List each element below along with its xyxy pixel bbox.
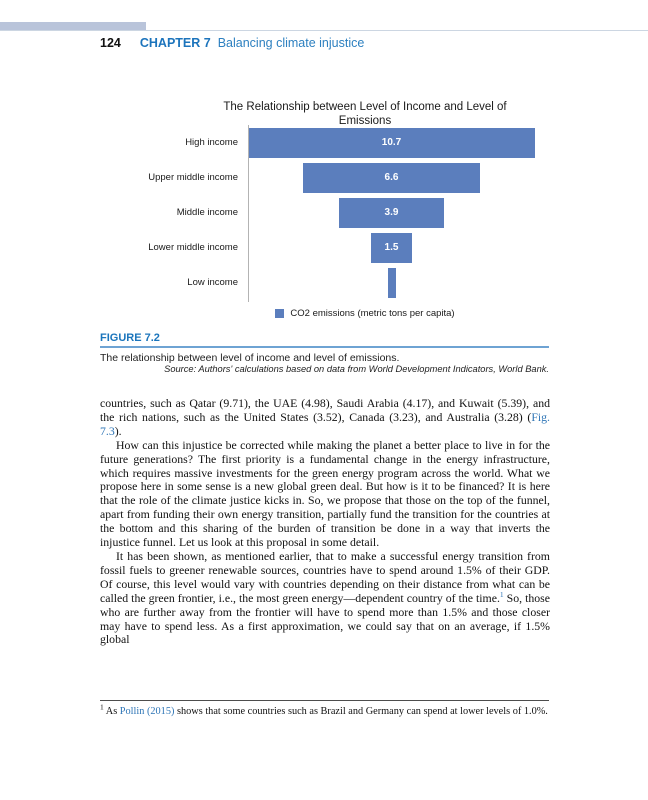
text-link[interactable]: Pollin (2015) [119,706,175,717]
chart-row: Upper middle income 6.6 [100,160,549,195]
chapter-title: Balancing climate injustice [217,36,365,50]
chart-bar: 1.5 [371,232,412,263]
footnote-marker: 1 [100,702,104,712]
text-run: How can this injustice be corrected whil… [100,437,550,550]
footnote-ref[interactable]: 1 [499,589,504,599]
chart-row: Low income [100,265,549,300]
figure-label: FIGURE 7.2 [100,332,160,344]
figure-rule [100,346,549,348]
chart-category-label: Middle income [176,207,238,218]
body-text: countries, such as Qatar (9.71), the UAE… [100,396,550,647]
funnel-chart: High income 10.7 Upper middle income 6.6 Mid… [100,125,549,300]
chart-category-label: Lower middle income [148,242,238,253]
header-accent-bar [0,22,146,31]
chart-plot-cell: 10.7 [248,127,535,158]
chart-value-label: 10.7 [381,137,402,148]
page-number: 124 [100,36,121,50]
chart-category-label: High income [185,137,238,148]
text-run: countries, such as Qatar (9.71), the UAE… [100,396,550,424]
header-rule [0,30,648,31]
paragraph: How can this injustice be corrected whil… [100,437,550,550]
paragraph: It has been shown, as mentioned earlier,… [100,548,550,647]
text-run: So, those who are further away from the … [100,590,550,647]
chart-category-label: Low income [187,277,238,288]
figure-caption: The relationship between level of income… [100,352,400,364]
chart-plot-cell: 3.9 [248,197,535,228]
footnote-rule [100,700,549,701]
text-run: ). [114,423,122,438]
chart-bar: 10.7 [248,127,535,158]
chart-plot-cell [248,267,535,298]
text-link[interactable]: Fig. 7.3 [100,409,550,438]
figure-source: Source: Authors' calculations based on d… [164,364,549,374]
chart-row: Lower middle income 1.5 [100,230,549,265]
legend-swatch-icon [275,309,285,318]
chart-title: The Relationship between Level of Income… [223,101,507,127]
chart-axis-line [248,125,249,302]
chart-value-label: 6.6 [384,172,399,183]
chart-row: Middle income 3.9 [100,195,549,230]
chart-bar [387,267,396,298]
footnote: 1 As Pollin (2015) shows that some count… [100,702,550,718]
running-head: 124 CHAPTER 7 Balancing climate injustice [100,36,364,51]
text-run: It has been shown, as mentioned earlier,… [100,548,550,605]
chart-legend: CO2 emissions (metric tons per capita) [155,308,575,319]
chart-bar: 3.9 [339,197,444,228]
paragraph: countries, such as Qatar (9.71), the UAE… [100,396,550,439]
chart-value-label: 3.9 [384,207,399,218]
chart-plot-cell: 6.6 [248,162,535,193]
chapter-label: CHAPTER 7 [139,36,211,50]
legend-label: CO2 emissions (metric tons per capita) [290,308,455,319]
chart-row: High income 10.7 [100,125,549,160]
chart-value-label: 1.5 [384,242,399,253]
text-run: shows that some countries such as Brazil… [174,706,548,717]
chart-bar: 6.6 [303,162,480,193]
chart-plot-cell: 1.5 [248,232,535,263]
chart-category-label: Upper middle income [148,172,238,183]
text-run: As [103,706,120,717]
